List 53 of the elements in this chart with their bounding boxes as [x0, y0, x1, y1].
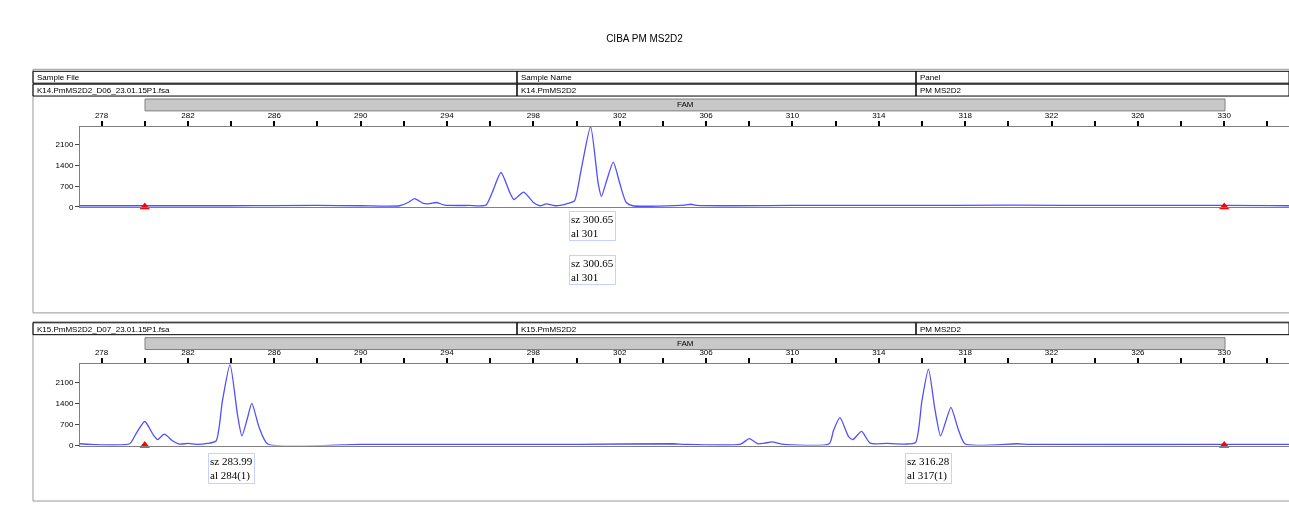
y-tick-label: 1400 [55, 161, 74, 171]
x-tick-label: 326 [1131, 110, 1146, 120]
x-tick-label: 302 [613, 348, 627, 358]
text: Sample Name [521, 73, 573, 82]
x-tick-label: 298 [526, 348, 541, 358]
y-tick-label: 2100 [55, 140, 74, 150]
text: Sample File [37, 73, 80, 82]
x-tick-label: 302 [613, 110, 627, 120]
text: FAM [677, 339, 694, 348]
y-tick-label: 1400 [55, 399, 74, 409]
x-tick-label: 306 [699, 110, 714, 120]
text: sz 300.65 al 301 [571, 257, 614, 284]
x-tick-label: 298 [526, 110, 541, 120]
text: K15.PmMS2D2 [521, 325, 577, 334]
x-tick-label: 314 [872, 110, 887, 120]
x-tick-label: 330 [1217, 110, 1232, 120]
text: sz 316.28 al 317(1) [907, 455, 950, 483]
text: Panel [920, 73, 941, 82]
x-tick-label: 322 [1044, 110, 1059, 120]
text: PM MS2D2 [920, 325, 962, 334]
x-tick-label: 318 [958, 110, 973, 120]
text: PM MS2D2 [920, 86, 962, 95]
x-tick-label: 286 [267, 110, 282, 120]
x-tick-label: 278 [94, 110, 109, 120]
x-tick-label: 306 [699, 348, 714, 358]
x-tick-label: 290 [353, 110, 368, 120]
x-tick-label: 330 [1217, 348, 1232, 358]
text: sz 300.65 al 301 [571, 213, 614, 240]
x-tick-label: 282 [181, 348, 196, 358]
x-tick-label: 286 [267, 348, 282, 358]
x-tick-label: 290 [353, 348, 368, 358]
line-series [80, 364, 1289, 446]
x-tick-label: 278 [94, 348, 109, 358]
x-tick-label: 310 [785, 110, 800, 120]
y-tick-label: 700 [60, 181, 74, 191]
y-tick-label: 0 [68, 202, 74, 212]
x-tick-label: 318 [958, 348, 973, 358]
x-tick-label: 322 [1044, 348, 1059, 358]
x-tick-label: 314 [872, 348, 887, 358]
text: sz 283.99 al 284(1) [210, 455, 253, 483]
x-tick-label: 282 [181, 110, 196, 120]
x-tick-label: 310 [785, 348, 800, 358]
text: K14.PmMS2D2_D06_23.01.15P1.fsa [37, 86, 171, 95]
y-tick-label: 700 [60, 420, 74, 430]
text: K14.PmMS2D2 [521, 86, 577, 95]
text: K15.PmMS2D2_D07_23.01.15P1.fsa [37, 325, 171, 334]
y-tick-label: 2100 [55, 378, 74, 388]
x-tick-label: 326 [1131, 348, 1146, 358]
x-tick-label: 294 [440, 110, 455, 120]
chart-title: CIBA PM MS2D2 [606, 32, 684, 44]
x-tick-label: 294 [440, 348, 455, 358]
text: FAM [677, 100, 694, 109]
y-tick-label: 0 [68, 441, 74, 451]
